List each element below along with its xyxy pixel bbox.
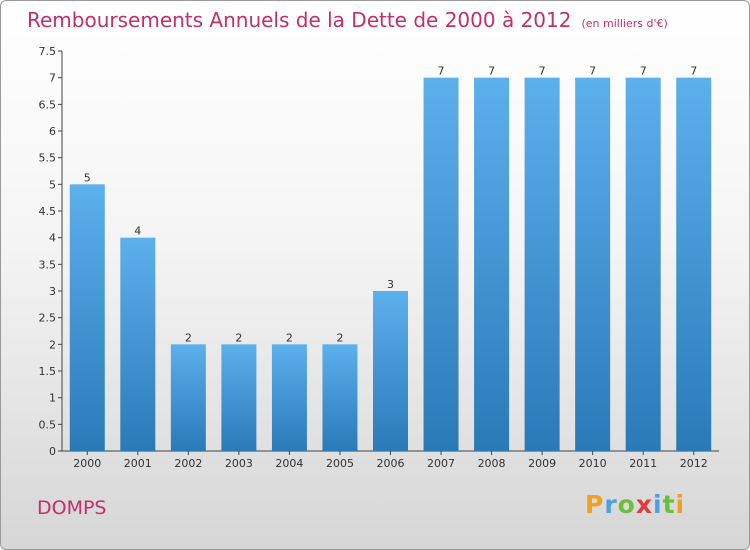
bar-2009 [524, 77, 560, 452]
x-tick-label: 2008 [478, 457, 506, 470]
bar-2007 [423, 77, 459, 452]
y-tick-label: 2.5 [39, 312, 57, 325]
proxiti-logo[interactable]: Proxiti [585, 490, 685, 519]
logo-letter: i [675, 490, 686, 519]
data-label-2007: 7 [438, 65, 445, 78]
chart-unit: (en milliers d'€) [581, 17, 668, 30]
data-label-2003: 2 [235, 331, 242, 344]
x-tick-label: 2006 [377, 457, 405, 470]
y-tick-label: 6 [49, 125, 56, 138]
bar-2010 [575, 77, 611, 452]
bar-2008 [474, 77, 510, 452]
logo-letter: r [604, 490, 618, 519]
bar-2005 [322, 344, 358, 451]
x-tick-label: 2009 [528, 457, 556, 470]
bar-2001 [120, 237, 156, 451]
y-tick-label: 0 [49, 445, 56, 458]
x-tick-label: 2000 [73, 457, 101, 470]
y-tick-label: 1 [49, 392, 56, 405]
bar-2004 [271, 344, 307, 451]
bar-2000 [69, 184, 105, 452]
y-tick-label: 0.5 [39, 418, 57, 431]
data-label-2010: 7 [589, 65, 596, 78]
data-label-2000: 5 [84, 171, 91, 184]
data-label-2005: 2 [336, 331, 343, 344]
x-tick-label: 2010 [579, 457, 607, 470]
chart-title-text: Remboursements Annuels de la Dette de 20… [27, 8, 572, 32]
commune-name: DOMPS [37, 497, 107, 519]
bar-2002 [170, 344, 206, 451]
bar-2003 [221, 344, 257, 451]
logo-letter: i [653, 490, 663, 519]
x-tick-label: 2005 [326, 457, 354, 470]
chart-title: Remboursements Annuels de la Dette de 20… [27, 8, 668, 32]
logo-letter: x [635, 490, 653, 519]
y-tick-label: 4.5 [39, 205, 57, 218]
x-tick-label: 2012 [680, 457, 708, 470]
y-tick-label: 5.5 [39, 152, 57, 165]
logo-letter: o [617, 490, 636, 519]
y-tick-label: 1.5 [39, 365, 57, 378]
data-label-2009: 7 [539, 65, 546, 78]
data-label-2008: 7 [488, 65, 495, 78]
y-tick-label: 7 [49, 72, 56, 85]
x-tick-label: 2003 [225, 457, 253, 470]
y-tick-label: 5 [49, 178, 56, 191]
bar-2011 [625, 77, 661, 452]
x-tick-label: 2011 [629, 457, 657, 470]
data-label-2002: 2 [185, 331, 192, 344]
x-tick-label: 2004 [275, 457, 303, 470]
x-tick-label: 2002 [174, 457, 202, 470]
data-label-2006: 3 [387, 278, 394, 291]
bar-2012 [676, 77, 712, 452]
data-label-2011: 7 [640, 65, 647, 78]
bar-chart: 0 0.5 1 1.5 2 2.5 3 3.5 4 4.5 5 5.5 6 6.5 7 7.5 2000 2001… [39, 45, 719, 470]
logo-letter: P [585, 490, 605, 519]
y-tick-label: 7.5 [39, 45, 57, 58]
data-label-2001: 4 [134, 225, 141, 238]
y-tick-label: 3 [49, 285, 56, 298]
y-tick-label: 4 [49, 232, 56, 245]
bar-2006 [373, 291, 408, 451]
data-label-2004: 2 [286, 331, 293, 344]
x-tick-label: 2007 [427, 457, 455, 470]
y-tick-label: 2 [49, 338, 56, 351]
logo-letter: t [662, 490, 676, 519]
data-label-2012: 7 [690, 65, 697, 78]
y-tick-label: 6.5 [39, 98, 57, 111]
x-tick-label: 2001 [124, 457, 152, 470]
y-tick-label: 3.5 [39, 258, 57, 271]
